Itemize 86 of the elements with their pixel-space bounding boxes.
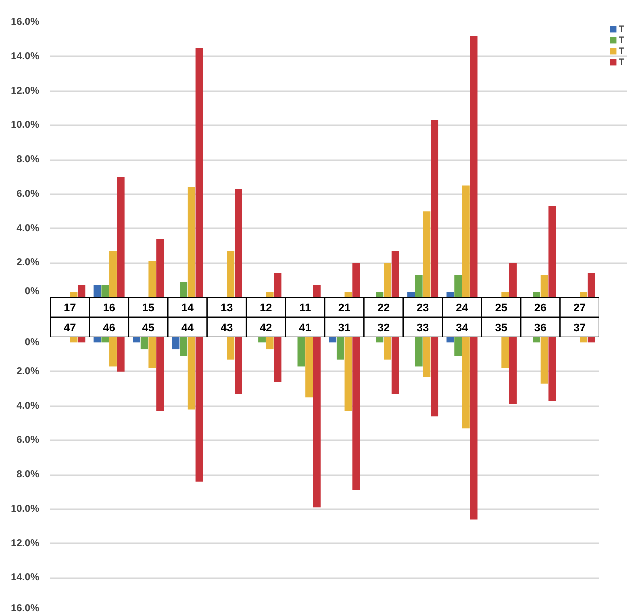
bar <box>352 263 360 297</box>
bar <box>70 292 78 297</box>
bar <box>588 273 596 297</box>
bar <box>415 275 423 297</box>
x-tick-label: 25 <box>495 302 508 314</box>
bar <box>156 239 164 297</box>
bar <box>274 273 282 297</box>
x-tick-label: 12 <box>260 302 272 314</box>
bar <box>384 263 392 297</box>
y-tick-label: 8.0% <box>16 470 40 480</box>
x-tick-label: 47 <box>64 322 76 334</box>
y-tick-label: 8.0% <box>16 154 40 166</box>
y-tick-label: 16.0% <box>11 17 40 28</box>
bar <box>266 292 274 297</box>
x-tick-label: 13 <box>220 302 234 314</box>
x-tick-label: 15 <box>142 302 155 314</box>
bar <box>423 212 431 297</box>
bar <box>344 292 352 297</box>
y-tick-label: 6.0% <box>16 435 40 446</box>
y-tick-label: 0% <box>25 338 40 348</box>
bar <box>102 285 110 297</box>
y-tick-label: 12.0% <box>11 538 40 550</box>
bar <box>117 177 125 297</box>
bar <box>408 292 415 297</box>
x-tick-label: 21 <box>338 302 351 314</box>
y-tick-label: 12.0% <box>11 86 40 97</box>
bar <box>235 189 242 297</box>
legend-label: T <box>619 57 625 67</box>
bar <box>454 275 462 297</box>
x-tick-label: 22 <box>378 302 390 314</box>
y-tick-label: 2.0% <box>16 258 40 269</box>
legend-label: T <box>619 35 625 45</box>
bar <box>462 186 470 297</box>
bar <box>180 282 188 297</box>
bar <box>502 292 510 297</box>
y-tick-label: 10.0% <box>11 504 40 515</box>
x-tick-label: 11 <box>300 302 312 314</box>
x-tick-label: 36 <box>534 322 547 334</box>
x-tick-label: 37 <box>574 322 586 334</box>
bar <box>94 285 102 297</box>
legend-label: T <box>619 46 625 56</box>
bar <box>376 292 384 297</box>
bar <box>540 275 548 297</box>
y-tick-label: 4.0% <box>16 223 40 234</box>
y-tick-label: 0% <box>25 286 40 298</box>
bar <box>196 48 204 297</box>
y-tick-label: 4.0% <box>16 400 40 412</box>
y-tick-label: 10.0% <box>11 120 40 132</box>
x-tick-label: 42 <box>260 322 272 334</box>
bar <box>227 251 235 297</box>
bar <box>510 263 517 297</box>
x-tick-label: 23 <box>416 302 430 314</box>
bar <box>313 285 321 297</box>
bar <box>446 292 454 297</box>
x-tick-label: 33 <box>416 322 430 334</box>
legend-label: T <box>619 24 625 34</box>
x-tick-label: 17 <box>64 302 76 314</box>
x-tick-label: 16 <box>103 302 116 314</box>
bar <box>548 206 556 297</box>
y-tick-label: 16.0% <box>11 604 40 614</box>
x-tick-label: 27 <box>574 302 586 314</box>
x-tick-label: 32 <box>378 322 390 334</box>
y-tick-label: 14.0% <box>11 51 40 62</box>
y-tick-label: 14.0% <box>11 572 40 584</box>
bar <box>580 292 588 297</box>
x-tick-label: 43 <box>220 322 234 334</box>
bar <box>470 36 478 297</box>
bar <box>78 285 86 297</box>
x-tick-label: 35 <box>495 322 508 334</box>
bar <box>392 251 400 297</box>
bar <box>431 120 439 297</box>
x-tick-label: 41 <box>299 322 312 334</box>
x-tick-label: 31 <box>338 322 351 334</box>
x-tick-label: 44 <box>182 322 195 334</box>
y-tick-label: 2.0% <box>16 366 40 378</box>
bar <box>188 188 196 297</box>
x-tick-label: 45 <box>142 322 155 334</box>
x-tick-label: 14 <box>182 302 195 314</box>
y-tick-label: 6.0% <box>16 188 40 200</box>
bar <box>110 251 117 297</box>
x-tick-label: 24 <box>456 302 470 314</box>
x-tick-label: 26 <box>534 302 547 314</box>
bar <box>533 292 540 297</box>
x-tick-label: 46 <box>103 322 116 334</box>
bar <box>148 261 156 297</box>
x-tick-label: 34 <box>456 322 470 334</box>
